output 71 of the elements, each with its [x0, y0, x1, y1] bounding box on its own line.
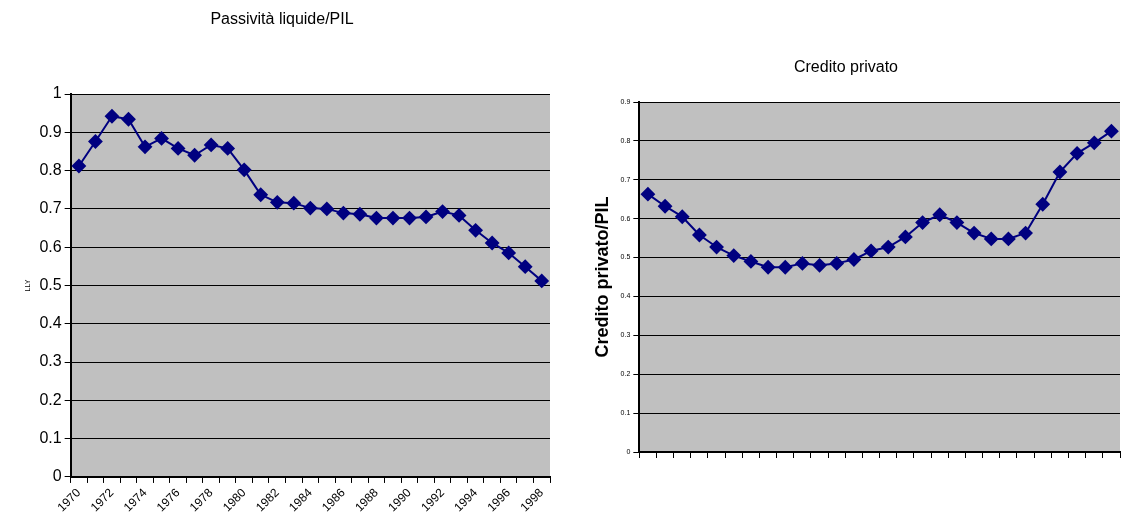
point [915, 215, 930, 230]
point [352, 207, 367, 222]
point [452, 208, 467, 223]
point [761, 260, 776, 275]
y-tick-label: 0.1 [39, 429, 62, 447]
point [829, 256, 844, 271]
point [270, 195, 285, 210]
y-tick-label: 0.3 [39, 352, 62, 370]
point [743, 254, 758, 269]
point [709, 240, 724, 255]
point [846, 252, 861, 267]
point [319, 201, 334, 216]
point [1035, 197, 1050, 212]
point [812, 258, 827, 273]
point [1070, 146, 1085, 161]
y-tick-label: 0.7 [39, 199, 62, 217]
point [658, 199, 673, 214]
point [518, 259, 533, 274]
point [795, 256, 810, 271]
point [501, 245, 516, 260]
point [435, 204, 450, 219]
point [864, 243, 879, 258]
y-tick-label: 0.8 [39, 160, 62, 178]
y-tick-label: 0.6 [39, 237, 62, 255]
chart-title: Credito privato [792, 58, 899, 76]
point [253, 187, 268, 202]
point [1104, 124, 1119, 139]
point [154, 131, 169, 146]
point [967, 226, 982, 241]
y-tick-label: 1 [52, 84, 62, 102]
y-tick-label: 0 [52, 467, 62, 485]
y-tick-label: 0.5 [39, 275, 62, 293]
point [1001, 231, 1016, 246]
point [932, 207, 947, 222]
point [1052, 165, 1067, 179]
point [984, 231, 999, 246]
point [237, 162, 252, 177]
point [402, 211, 417, 226]
point [881, 240, 896, 255]
point [303, 201, 318, 216]
point [369, 211, 384, 226]
point [385, 211, 400, 226]
point [104, 109, 119, 124]
point [171, 141, 186, 156]
point [949, 215, 964, 230]
point [187, 148, 202, 163]
point [1018, 226, 1033, 241]
y-tick-label: 0.2 [39, 390, 62, 408]
point [88, 134, 103, 149]
point [138, 139, 153, 154]
point [419, 209, 434, 224]
point [692, 228, 707, 242]
point [726, 248, 741, 263]
point [336, 206, 351, 221]
point [1087, 135, 1102, 150]
point [534, 273, 549, 288]
point [485, 235, 500, 250]
point [468, 223, 483, 238]
point [898, 229, 913, 244]
y-axis-title: Credito privato/PIL [591, 196, 612, 358]
point [220, 141, 235, 156]
point [71, 158, 86, 173]
point [286, 196, 301, 211]
y-tick-label: 0.9 [39, 122, 62, 140]
point [121, 112, 136, 127]
point [675, 209, 690, 224]
y-tick-label: 0.4 [39, 314, 62, 332]
point [204, 137, 219, 152]
point [778, 260, 793, 275]
chart-title: Passività liquide/PIL [209, 10, 355, 28]
point [640, 187, 655, 202]
